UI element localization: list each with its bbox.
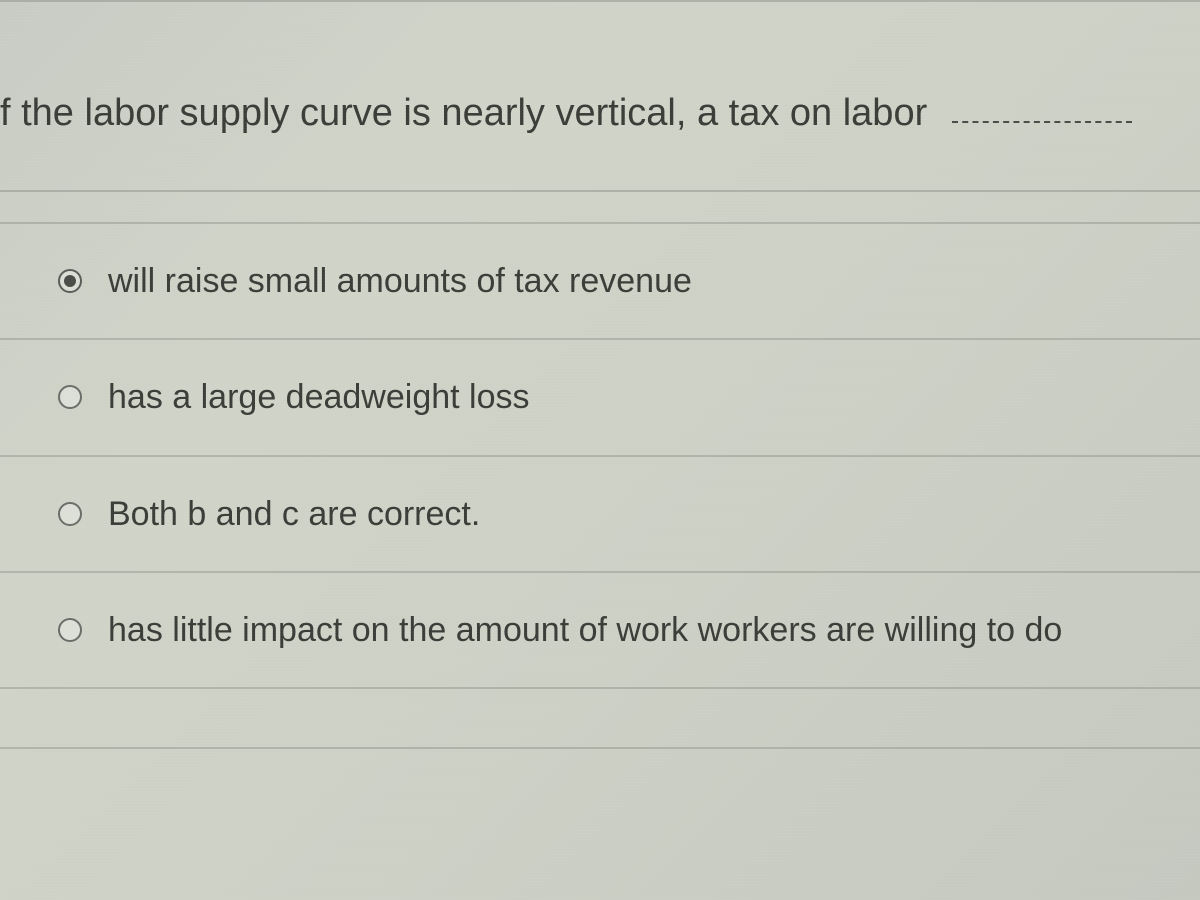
radio-selected-icon (64, 275, 76, 287)
option-row-b[interactable]: has a large deadweight loss (0, 340, 1200, 456)
options-list: will raise small amounts of tax revenue … (0, 222, 1200, 900)
radio-button-d[interactable] (58, 618, 82, 642)
question-section: f the labor supply curve is nearly verti… (0, 0, 1200, 192)
fill-blank-line (952, 121, 1132, 123)
radio-button-b[interactable] (58, 385, 82, 409)
option-label-a: will raise small amounts of tax revenue (108, 259, 692, 303)
option-label-d: has little impact on the amount of work … (108, 608, 1062, 652)
bottom-spacer (0, 689, 1200, 749)
radio-button-a[interactable] (58, 269, 82, 293)
radio-button-c[interactable] (58, 502, 82, 526)
question-text: f the labor supply curve is nearly verti… (0, 87, 1200, 140)
option-label-c: Both b and c are correct. (108, 492, 480, 536)
option-row-a[interactable]: will raise small amounts of tax revenue (0, 222, 1200, 340)
option-label-b: has a large deadweight loss (108, 375, 530, 419)
option-row-c[interactable]: Both b and c are correct. (0, 457, 1200, 573)
quiz-container: f the labor supply curve is nearly verti… (0, 0, 1200, 900)
question-stem: f the labor supply curve is nearly verti… (0, 92, 927, 134)
option-row-d[interactable]: has little impact on the amount of work … (0, 573, 1200, 689)
